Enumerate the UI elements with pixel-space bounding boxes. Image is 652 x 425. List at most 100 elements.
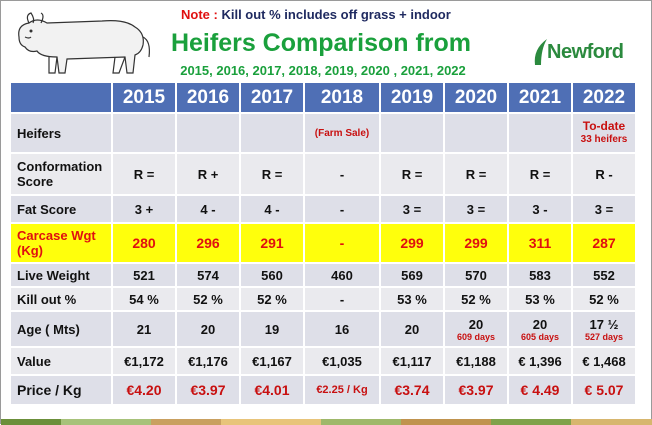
cell: € 5.07 [573,376,635,404]
cell-with-days: 17 ½ 527 days [573,312,635,346]
to-date-cell: To-date 33 heifers [573,114,635,152]
cell: 20 [177,312,239,346]
cell: €3.97 [177,376,239,404]
header-corner [11,83,111,112]
row-price-per-kg: Price / Kg €4.20 €3.97 €4.01 €2.25 / Kg … [11,376,635,404]
note: Note : Kill out % includes off grass + i… [181,7,451,22]
age-value: 20 [532,316,548,332]
farm-sale-note: (Farm Sale) [305,114,379,152]
cell: 21 [113,312,175,346]
cell [509,114,571,152]
cell: R - [573,154,635,194]
row-kill-out: Kill out % 54 % 52 % 52 % - 53 % 52 % 53… [11,288,635,310]
year-2021: 2021 [509,83,571,112]
cell: 52 % [177,288,239,310]
row-label: Age ( Mts) [11,312,111,346]
cell: 299 [381,224,443,262]
cell: 569 [381,264,443,286]
row-live-weight: Live Weight 521 574 560 460 569 570 583 … [11,264,635,286]
cell [445,114,507,152]
cell: 52 % [573,288,635,310]
year-2020: 2020 [445,83,507,112]
cell: € 1,468 [573,348,635,374]
cell: R = [509,154,571,194]
row-label: Value [11,348,111,374]
newford-logo: Newford [547,41,624,63]
year-2018: 2018 [305,83,379,112]
cell: 4 - [177,196,239,222]
cell [381,114,443,152]
cell: 3 + [113,196,175,222]
row-age: Age ( Mts) 21 20 19 16 20 20 609 days 20 6… [11,312,635,346]
row-label: Live Weight [11,264,111,286]
cell: €2.25 / Kg [305,376,379,404]
year-2017: 2017 [241,83,303,112]
row-heifers: Heifers (Farm Sale) To-date 33 heifers [11,114,635,152]
heifer-count: 33 heifers [580,134,628,145]
cell: - [305,154,379,194]
page-title: Heifers Comparison from [170,29,472,57]
cell: € 4.49 [509,376,571,404]
cell: - [305,288,379,310]
cell: 52 % [445,288,507,310]
age-days: 609 days [456,331,496,342]
cell: € 1,396 [509,348,571,374]
cell: €3.97 [445,376,507,404]
leaf-icon [534,39,547,65]
page-subtitle: 2015, 2016, 2017, 2018, 2019, 2020 , 202… [180,63,466,78]
cell: 16 [305,312,379,346]
row-label: Price / Kg [11,376,111,404]
cell: €1,188 [445,348,507,374]
cell: 54 % [113,288,175,310]
cell: 570 [445,264,507,286]
row-value: Value €1,172 €1,176 €1,167 €1,035 €1,117… [11,348,635,374]
row-label: Heifers [11,114,111,152]
cell: R = [445,154,507,194]
cell: R = [241,154,303,194]
heifers-table: 2015 2016 2017 2018 2019 2020 2021 2022 … [9,81,637,406]
year-2022: 2022 [573,83,635,112]
cell: 3 = [381,196,443,222]
row-label: Kill out % [11,288,111,310]
row-carcase-weight: Carcase Wgt (Kg) 280 296 291 - 299 299 3… [11,224,635,262]
cell [177,114,239,152]
cell: €1,172 [113,348,175,374]
cell: 552 [573,264,635,286]
cell: 583 [509,264,571,286]
cell: 560 [241,264,303,286]
cell: R = [113,154,175,194]
cell: R = [381,154,443,194]
age-value: 17 ½ [589,316,619,332]
cell: 280 [113,224,175,262]
cell: 574 [177,264,239,286]
row-label: Carcase Wgt (Kg) [11,224,111,262]
cell: €1,176 [177,348,239,374]
header-row: 2015 2016 2017 2018 2019 2020 2021 2022 [11,83,635,112]
cell [113,114,175,152]
year-2016: 2016 [177,83,239,112]
cell: 53 % [381,288,443,310]
age-value: 20 [468,316,484,332]
cell: 3 = [573,196,635,222]
cell: 20 [381,312,443,346]
cell: €4.20 [113,376,175,404]
row-label: Conformation Score [11,154,111,194]
cell: €4.01 [241,376,303,404]
cell [241,114,303,152]
cell: 296 [177,224,239,262]
cell: 460 [305,264,379,286]
cell: 52 % [241,288,303,310]
year-2019: 2019 [381,83,443,112]
cell: R + [177,154,239,194]
row-fat-score: Fat Score 3 + 4 - 4 - - 3 = 3 = 3 - 3 = [11,196,635,222]
cow-icon [18,12,150,74]
cell-with-days: 20 609 days [445,312,507,346]
cell: 311 [509,224,571,262]
note-label: Note : [181,7,218,22]
age-days: 605 days [520,331,560,342]
row-conformation: Conformation Score R = R + R = - R = R =… [11,154,635,194]
cell: 291 [241,224,303,262]
to-date-label: To-date [582,119,626,133]
note-text: Kill out % includes off grass + indoor [221,7,451,22]
